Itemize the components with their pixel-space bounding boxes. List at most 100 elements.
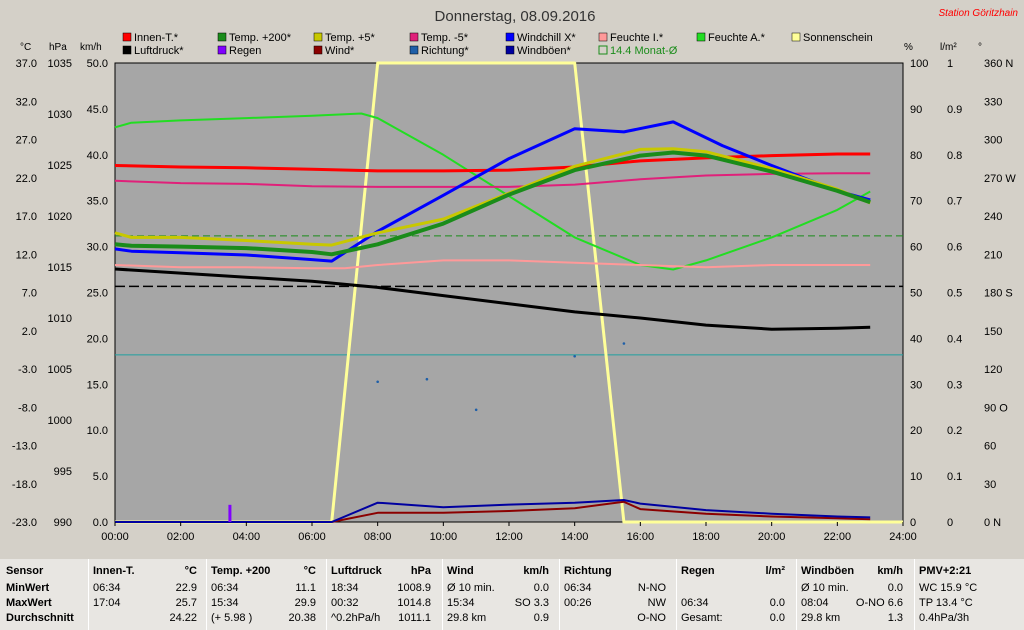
celsius-tick: -13.0 [12,441,37,453]
percent-tick: 10 [910,471,922,483]
legend: Innen-T.* Temp. +200* Temp. +5* Temp. -5* Wi… [122,32,873,57]
percent-tick: 20 [910,425,922,437]
hpa-tick: 995 [54,466,72,478]
x-tick-label: 20:00 [758,531,786,543]
x-axis: 00:00 02:00 04:00 06:00 08:00 10:00 12:00 14:00… [101,522,917,543]
legend-swatch [313,45,323,55]
percent-tick: 0 [910,517,916,529]
direction-point [622,342,626,345]
degree-tick: 330 [984,96,1002,108]
direction-point [474,408,478,412]
celsius-tick: 27.0 [16,135,37,147]
degree-tick: 90 O [984,402,1008,414]
celsius-tick: 12.0 [16,249,37,261]
legend-label: Innen-T.* [134,32,179,44]
legend-swatch [598,32,608,42]
stats-header-unit: hPa [410,565,431,577]
stats-column: Temp. +200 °C 06:34 11.1 15:34 29.9 (+ 5.98 ) 2… [206,559,322,630]
stats-time: Ø 10 min. [801,582,849,594]
legend-label: Temp. +5* [325,32,376,44]
degree-tick: 240 [984,211,1002,223]
stats-column: PMV+2:21 WC 15.9 °C TP 13.4 °C 0.4hPa/3h [914,559,1017,630]
stats-header-unit: l/m² [765,565,785,577]
stats-time: WC 15.9 °C [919,582,978,594]
unit-celsius: °C [20,42,31,53]
stats-value: 25.7 [175,597,197,609]
lm2-tick: 0.5 [947,288,962,300]
celsius-tick: -18.0 [12,479,37,491]
percent-tick: 100 [910,58,928,70]
legend-label: Windböen* [517,45,572,57]
degree-tick: 0 N [984,517,1001,529]
legend-label: 14.4 Monat-Ø [610,45,678,57]
hpa-tick: 1000 [48,415,72,427]
stats-header-unit: km/h [877,565,903,577]
stats-value: 11.1 [295,582,316,594]
degree-tick: 300 [984,135,1002,147]
percent-tick: 60 [910,242,922,254]
y-axes: 50.045.040.035.030.025.020.015.010.05.00… [12,58,1016,529]
unit-lm2: l/m² [940,42,957,53]
stats-column: Sensor MinWert MaxWert Durchschnitt [2,559,84,630]
unit-percent: % [904,42,913,53]
celsius-tick: 7.0 [22,288,37,300]
lm2-tick: 0.4 [947,333,962,345]
legend-label: Feuchte A.* [708,32,766,44]
degree-tick: 150 [984,326,1002,338]
stats-header: Sensor [6,565,44,577]
stats-value: 24.22 [169,612,197,624]
hpa-tick: 1015 [48,262,72,274]
percent-tick: 70 [910,196,922,208]
stats-time: 17:04 [93,597,121,609]
stats-time: 29.8 km [447,612,487,624]
legend-swatch [217,45,227,55]
stats-value: 0.0 [533,582,549,594]
x-tick-label: 10:00 [430,531,458,543]
lm2-tick: 0.3 [947,379,962,391]
legend-label: Temp. +200* [229,32,292,44]
series-line [114,172,871,188]
legend-swatch [409,45,419,55]
x-tick-label: 14:00 [561,531,589,543]
stats-time: 08:04 [801,597,829,609]
celsius-tick: -23.0 [12,517,37,529]
x-tick-label: 02:00 [167,531,195,543]
weather-chart: Donnerstag, 08.09.2016 Station Göritzhai… [11,8,1019,543]
stats-time: Ø 10 min. [447,582,495,594]
kmh-tick: 50.0 [87,58,108,70]
lm2-tick: 0 [947,517,953,529]
hpa-tick: 1030 [48,109,72,121]
legend-swatch [217,32,227,42]
percent-tick: 80 [910,150,922,162]
legend-label: Luftdruck* [134,45,184,57]
stats-value: 22.9 [175,582,197,594]
x-tick-label: 24:00 [889,531,917,543]
x-tick-label: 04:00 [233,531,261,543]
kmh-tick: 35.0 [87,196,108,208]
stats-value: 0.0 [887,582,903,594]
kmh-tick: 45.0 [87,104,108,116]
x-tick-label: 06:00 [298,531,326,543]
stats-header: Temp. +200 [211,565,271,577]
x-tick-label: 22:00 [824,531,852,543]
legend-label: Feuchte I.* [610,32,664,44]
stats-header: Regen [681,565,715,577]
celsius-tick: 37.0 [16,58,37,70]
celsius-tick: -3.0 [18,364,37,376]
legend-swatch [505,45,515,55]
legend-label: Sonnenschein [803,32,873,44]
celsius-tick: 2.0 [22,326,37,338]
stats-header: Windböen [801,565,855,577]
percent-tick: 90 [910,104,922,116]
kmh-tick: 30.0 [87,242,108,254]
stats-time: 06:34 [564,582,592,594]
legend-swatch [409,32,419,42]
direction-point [425,377,429,381]
stats-time: 29.8 km [801,612,841,624]
x-tick-label: 16:00 [627,531,655,543]
lm2-tick: 1 [947,58,953,70]
degree-tick: 360 N [984,58,1013,70]
unit-degree: ° [978,42,982,53]
direction-point [573,354,576,358]
stats-time: 00:32 [331,597,359,609]
